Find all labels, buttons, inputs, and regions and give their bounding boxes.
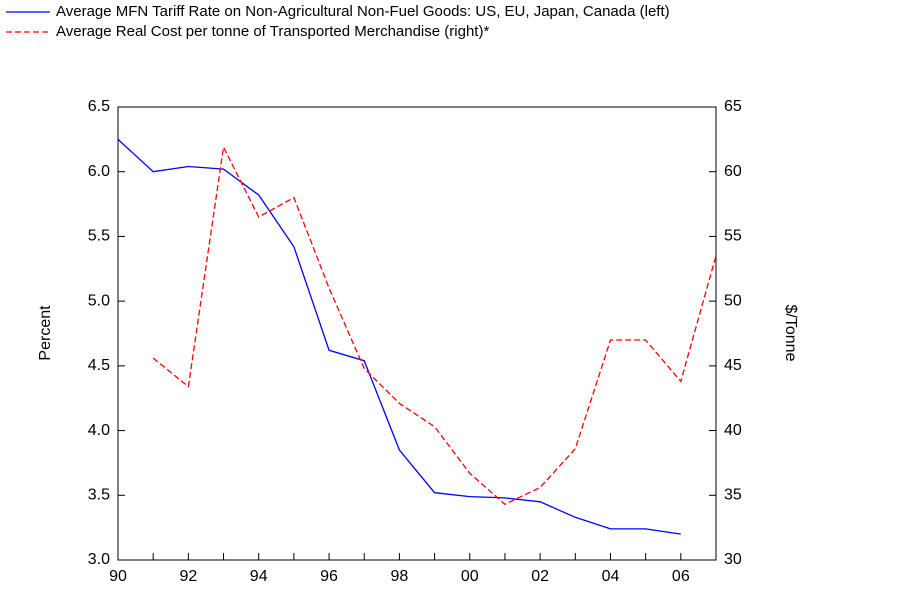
y2-tick-label: 30 xyxy=(724,551,742,568)
y-tick-label: 4.5 xyxy=(88,357,110,374)
y2-tick-label: 60 xyxy=(724,163,742,180)
y-tick-label: 5.0 xyxy=(88,292,110,309)
y2-tick-label: 65 xyxy=(724,98,742,115)
x-tick-label: 90 xyxy=(109,568,127,585)
x-tick-label: 92 xyxy=(179,568,197,585)
legend-label: Average MFN Tariff Rate on Non-Agricultu… xyxy=(56,3,670,20)
x-tick-label: 96 xyxy=(320,568,338,585)
series-line xyxy=(117,138,681,535)
y2-tick-label: 45 xyxy=(724,357,742,374)
x-tick-label: 04 xyxy=(602,568,620,585)
y-tick-label: 4.0 xyxy=(88,422,110,439)
y-tick-label: 5.5 xyxy=(88,228,110,245)
y2-tick-label: 50 xyxy=(724,292,742,309)
x-tick-label: 98 xyxy=(391,568,409,585)
y-tick-label: 3.0 xyxy=(88,551,110,568)
y-tick-label: 3.5 xyxy=(88,487,110,504)
x-tick-label: 06 xyxy=(672,568,690,585)
y-axis-label: Percent xyxy=(37,305,54,361)
series-line xyxy=(152,144,717,506)
y2-tick-label: 35 xyxy=(724,487,742,504)
y-tick-label: 6.5 xyxy=(88,98,110,115)
y2-tick-label: 55 xyxy=(724,228,742,245)
x-tick-label: 94 xyxy=(250,568,268,585)
plot-frame xyxy=(117,106,717,561)
y2-tick-label: 40 xyxy=(724,422,742,439)
legend-label: Average Real Cost per tonne of Transport… xyxy=(56,23,489,40)
x-tick-label: 02 xyxy=(531,568,549,585)
x-tick-label: 00 xyxy=(461,568,479,585)
y2-axis-label: $/Tonne xyxy=(782,305,799,362)
y-tick-label: 6.0 xyxy=(88,163,110,180)
